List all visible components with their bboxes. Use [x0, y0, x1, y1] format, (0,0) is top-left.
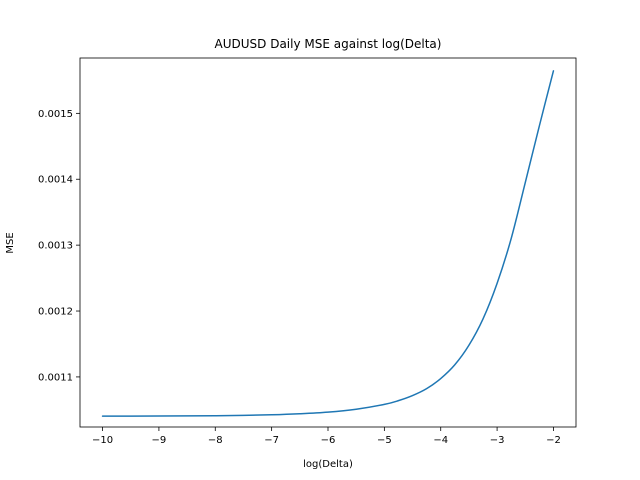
- plot-area: [101, 70, 555, 417]
- x-tick-label: −3: [490, 435, 505, 446]
- x-tick-label: −5: [377, 435, 392, 446]
- x-tick-label: −7: [264, 435, 279, 446]
- series-line: [101, 70, 555, 417]
- x-tick-label: −9: [152, 435, 167, 446]
- x-tick-label: −8: [208, 435, 223, 446]
- y-tick-label: 0.0011: [38, 372, 73, 383]
- y-tick-label: 0.0013: [38, 241, 73, 252]
- x-tick-label: −4: [433, 435, 448, 446]
- x-axis-ticks: −10 −9 −8 −7 −6 −5 −4 −3 −2: [92, 427, 561, 446]
- x-axis-label: log(Delta): [303, 459, 353, 470]
- x-tick-label: −6: [321, 435, 336, 446]
- x-tick-label: −2: [546, 435, 561, 446]
- axes-frame: [79, 57, 577, 428]
- y-axis-ticks: 0.0011 0.0012 0.0013 0.0014 0.0015: [38, 109, 80, 383]
- y-tick-label: 0.0015: [38, 109, 73, 120]
- x-tick-label: −10: [92, 435, 113, 446]
- y-tick-label: 0.0014: [38, 175, 73, 186]
- chart-title: AUDUSD Daily MSE against log(Delta): [215, 37, 442, 51]
- y-tick-label: 0.0012: [38, 307, 73, 318]
- y-axis-label: MSE: [5, 232, 16, 253]
